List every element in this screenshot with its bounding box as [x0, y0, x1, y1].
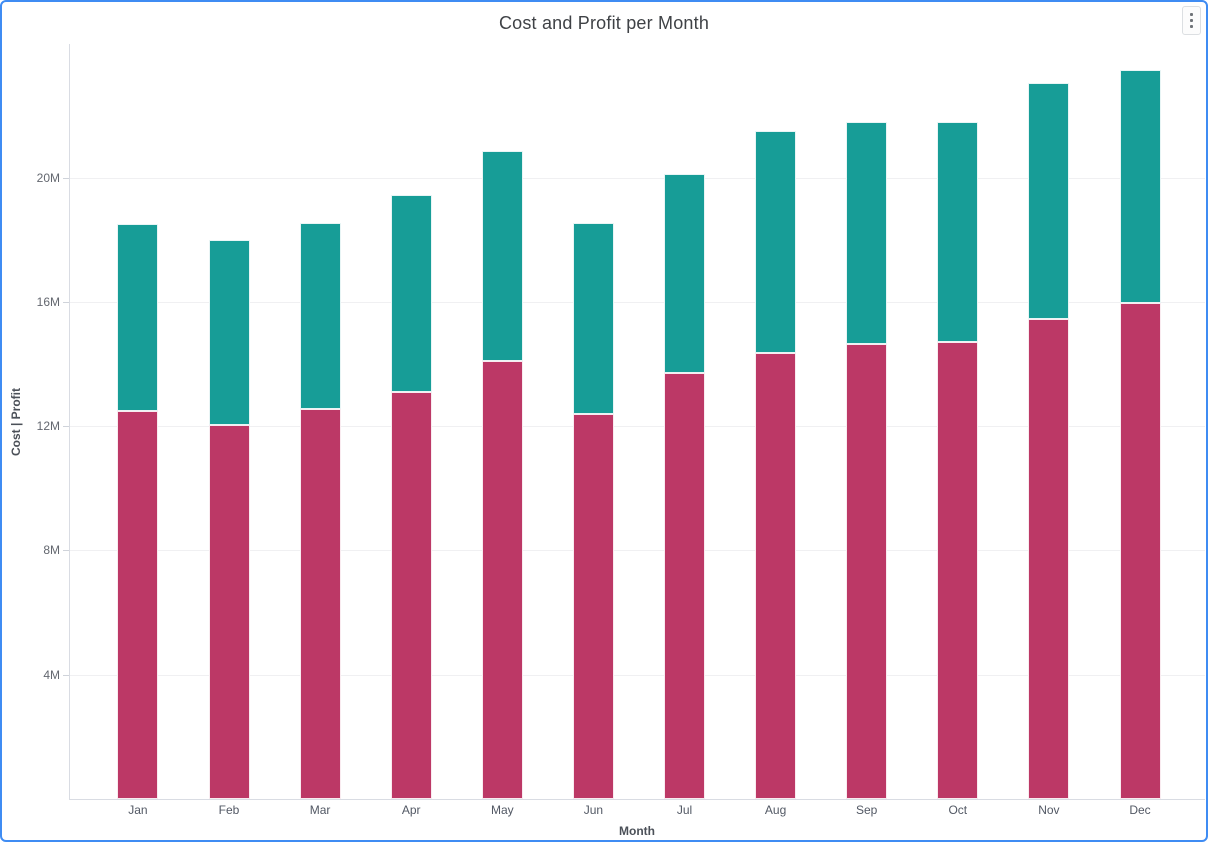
bar-segment-cost-aug[interactable]: [755, 353, 797, 799]
x-tick-label: Dec: [1129, 803, 1151, 817]
bar-segment-cost-nov[interactable]: [1028, 318, 1070, 799]
gridline: [69, 177, 1205, 179]
y-axis-tick: [63, 301, 69, 303]
bar-segment-cost-feb[interactable]: [208, 424, 250, 799]
bar-segment-cost-jan[interactable]: [117, 410, 159, 799]
x-tick-label: Aug: [764, 803, 787, 817]
bar-segment-profit-nov[interactable]: [1028, 82, 1070, 319]
y-axis-tick: [63, 550, 69, 552]
y-axis-title: Cost | Profit: [9, 387, 23, 456]
x-tick-label: Feb: [218, 803, 240, 817]
x-tick-label: Jun: [583, 803, 604, 817]
bar-segment-profit-oct[interactable]: [937, 121, 979, 343]
x-tick-label: Oct: [948, 803, 968, 817]
x-tick-label: Mar: [309, 803, 331, 817]
chart-title: Cost and Profit per Month: [498, 13, 710, 33]
y-tick-label: 16M: [36, 294, 60, 309]
bar-segment-profit-mar[interactable]: [299, 222, 341, 409]
bar-segment-profit-jun[interactable]: [572, 222, 614, 414]
gridline: [69, 301, 1205, 303]
x-tick-label: Jul: [676, 803, 693, 817]
gridline: [69, 550, 1205, 552]
kebab-menu-button[interactable]: [1182, 6, 1201, 35]
bar-segment-cost-may[interactable]: [481, 360, 523, 799]
bar-segment-profit-feb[interactable]: [208, 239, 250, 425]
y-tick-label: 12M: [36, 419, 60, 434]
bar-segment-profit-apr[interactable]: [390, 194, 432, 392]
x-axis-title: Month: [619, 824, 655, 838]
bar-segment-cost-mar[interactable]: [299, 409, 341, 799]
bar-segment-cost-jun[interactable]: [572, 413, 614, 799]
x-tick-label: Jan: [128, 803, 148, 817]
gridline: [69, 674, 1205, 676]
x-tick-label: May: [490, 803, 514, 817]
y-tick-label: 4M: [43, 667, 60, 682]
x-tick-label: Sep: [856, 803, 878, 817]
bar-segment-cost-apr[interactable]: [390, 391, 432, 799]
bar-segment-profit-may[interactable]: [481, 151, 523, 361]
bar-segment-cost-jul[interactable]: [664, 373, 705, 799]
bar-segment-profit-jan[interactable]: [117, 224, 159, 411]
x-axis-line: [69, 799, 1205, 800]
y-axis-tick: [63, 426, 69, 428]
y-tick-label: 20M: [36, 170, 60, 185]
x-tick-label: Apr: [401, 803, 421, 817]
bar-segment-cost-oct[interactable]: [937, 342, 979, 799]
bar-segment-profit-dec[interactable]: [1119, 70, 1161, 304]
bar-segment-profit-sep[interactable]: [846, 121, 888, 344]
x-tick-label: Nov: [1038, 803, 1060, 817]
bar-segment-profit-aug[interactable]: [755, 130, 797, 354]
y-axis-tick: [63, 674, 69, 676]
bar-segment-cost-sep[interactable]: [846, 343, 888, 799]
bar-segment-profit-jul[interactable]: [664, 174, 705, 374]
gridline: [69, 426, 1205, 428]
y-tick-label: 8M: [43, 543, 60, 558]
y-axis-line: [69, 44, 70, 799]
bar-segment-cost-dec[interactable]: [1119, 303, 1161, 799]
y-axis-tick: [63, 177, 69, 179]
